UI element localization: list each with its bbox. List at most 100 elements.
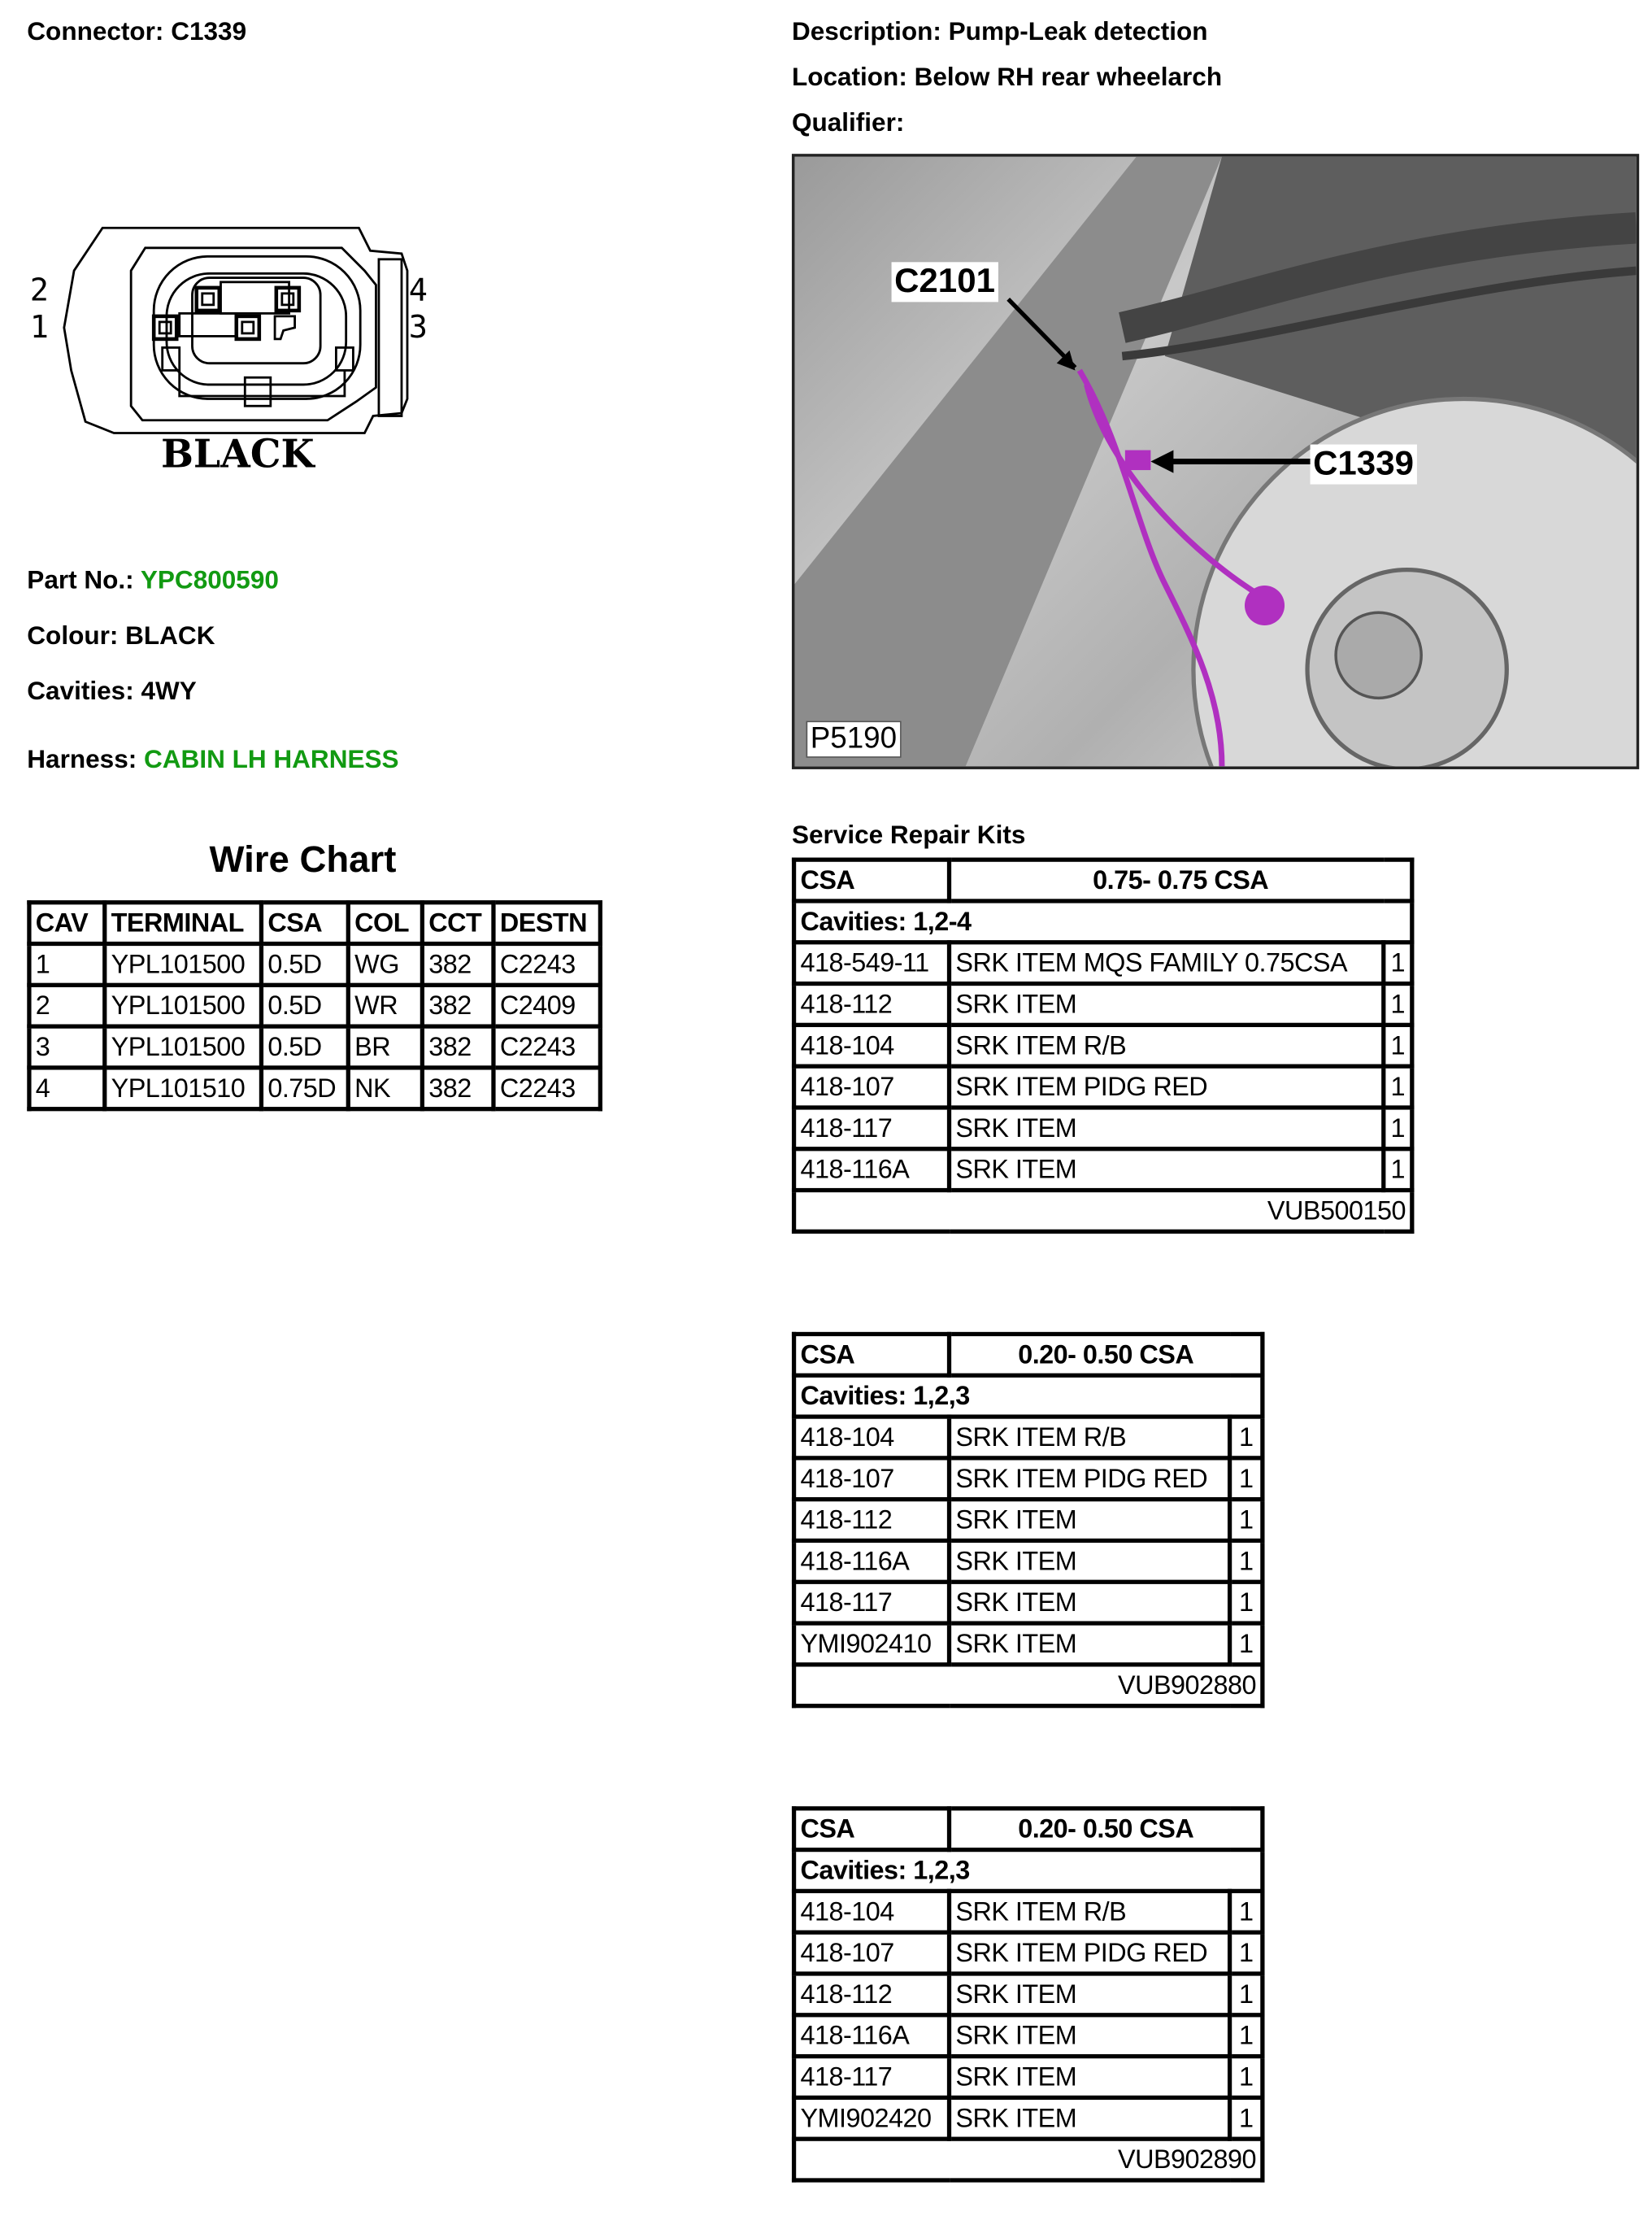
kit-item-row: YMI902410 SRK ITEM 1 (791, 1621, 1265, 1667)
kit-item-desc: SRK ITEM PIDG RED (946, 1930, 1232, 1976)
callout-c1339: C1339 (1310, 444, 1417, 485)
kit-item-row: 418-112 SRK ITEM 1 (791, 981, 1415, 1027)
kit-item-row: 418-116A SRK ITEM 1 (791, 1147, 1415, 1193)
kit-number: VUB902890 (791, 2136, 1265, 2183)
description: Description: Pump-Leak detection (791, 17, 1208, 46)
kit-item-desc: SRK ITEM (946, 1147, 1386, 1193)
kit-item-part: 418-107 (791, 1064, 952, 1110)
kit-item-qty: 1 (1227, 1456, 1265, 1502)
connector-title: Connector: C1339 (27, 17, 247, 46)
wire-cell: C2243 (491, 1065, 602, 1112)
kit-item-qty: 1 (1381, 1147, 1415, 1193)
kit-number: VUB902880 (791, 1662, 1265, 1709)
service-kit-table: CSA 0.20- 0.50 CSA Cavities: 1,2,3 418-104 S… (791, 1806, 1265, 2183)
kit-item-qty: 1 (1227, 1538, 1265, 1584)
kit-item-row: 418-112 SRK ITEM 1 (791, 1971, 1265, 2018)
kit-item-row: 418-104 SRK ITEM R/B 1 (791, 1022, 1415, 1069)
kit-item-desc: SRK ITEM (946, 1621, 1232, 1667)
callout-c2101: C2101 (891, 262, 998, 303)
kit-item-part: 418-104 (791, 1414, 952, 1461)
kit-item-desc: SRK ITEM MQS FAMILY 0.75CSA (946, 940, 1386, 986)
wire-cell: C2243 (491, 1024, 602, 1070)
kit-item-row: 418-107 SRK ITEM PIDG RED 1 (791, 1930, 1265, 1976)
kit-item-qty: 1 (1381, 940, 1415, 986)
kit-item-desc: SRK ITEM (946, 981, 1386, 1027)
pin-label: 1 (29, 310, 49, 346)
part-number: Part No.: YPC800590 (27, 565, 279, 595)
pin-label: 3 (408, 310, 428, 346)
kit-item-desc: SRK ITEM (946, 2095, 1232, 2141)
location-photo: C2101 C1339 P5190 (791, 154, 1640, 769)
kit-item-part: 418-104 (791, 1888, 952, 1935)
kit-csa-range: 0.20- 0.50 CSA (946, 1331, 1265, 1378)
kit-cavities-row: Cavities: 1,2-4 (791, 899, 1415, 945)
kit-item-desc: SRK ITEM PIDG RED (946, 1456, 1232, 1502)
kit-csa-range: 0.20- 0.50 CSA (946, 1806, 1265, 1853)
kit-number-row: VUB500150 (791, 1187, 1415, 1234)
kit-cavities: Cavities: 1,2,3 (791, 1373, 1265, 1419)
kit-cavities-row: Cavities: 1,2,3 (791, 1373, 1265, 1419)
kit-item-qty: 1 (1227, 1930, 1265, 1976)
kit-item-part: 418-549-11 (791, 940, 952, 986)
kit-item-part: 418-116A (791, 1147, 952, 1193)
photo-reference: P5190 (806, 721, 902, 758)
kit-item-part: 418-104 (791, 1022, 952, 1069)
kit-item-qty: 1 (1227, 1497, 1265, 1544)
column-header: CSA (259, 900, 350, 947)
wire-row: 1 YPL101500 0.5D WG 382 C2243 (27, 941, 602, 987)
cavities: Cavities: 4WY (27, 677, 197, 706)
kit-item-row: 418-112 SRK ITEM 1 (791, 1497, 1265, 1544)
service-kit-table: CSA 0.20- 0.50 CSA Cavities: 1,2,3 418-104 S… (791, 1331, 1265, 1709)
wire-row: 2 YPL101500 0.5D WR 382 C2409 (27, 982, 602, 1029)
kit-item-qty: 1 (1381, 981, 1415, 1027)
kit-item-desc: SRK ITEM (946, 1971, 1232, 2018)
kit-item-row: 418-104 SRK ITEM R/B 1 (791, 1888, 1265, 1935)
part-no-label: Part No.: (27, 565, 141, 594)
kit-item-part: YMI902420 (791, 2095, 952, 2141)
wire-cell: 0.75D (259, 1065, 350, 1112)
kit-item-row: 418-107 SRK ITEM PIDG RED 1 (791, 1456, 1265, 1502)
location: Location: Below RH rear wheelarch (791, 63, 1223, 92)
kit-item-qty: 1 (1227, 1414, 1265, 1461)
service-kits-title: Service Repair Kits (791, 820, 1026, 850)
wire-cell: YPL101500 (102, 982, 264, 1029)
kit-csa-label: CSA (791, 857, 952, 903)
kit-cavities: Cavities: 1,2-4 (791, 899, 1415, 945)
harness-link[interactable]: CABIN LH HARNESS (144, 745, 399, 774)
kit-item-desc: SRK ITEM (946, 2013, 1232, 2059)
wire-cell: 382 (420, 982, 496, 1029)
kit-item-desc: SRK ITEM R/B (946, 1888, 1232, 1935)
kit-cavities-row: Cavities: 1,2,3 (791, 1847, 1265, 1894)
kit-item-part: 418-117 (791, 2053, 952, 2101)
kit-item-qty: 1 (1381, 1022, 1415, 1069)
kit-item-row: 418-117 SRK ITEM 1 (791, 2053, 1265, 2101)
wire-chart-title: Wire Chart (209, 837, 397, 881)
photo-illustration (794, 156, 1637, 767)
wire-cell: 382 (420, 1065, 496, 1112)
wire-cell: C2243 (491, 941, 602, 987)
kit-item-qty: 1 (1227, 1579, 1265, 1626)
kit-item-qty: 1 (1381, 1105, 1415, 1152)
kit-csa-range: 0.75- 0.75 CSA (946, 857, 1415, 903)
housing-colour-label: BLACK (160, 433, 315, 477)
wire-cell: 3 (27, 1024, 107, 1070)
kit-number-row: VUB902890 (791, 2136, 1265, 2183)
wire-cell: YPL101500 (102, 941, 264, 987)
kit-item-desc: SRK ITEM (946, 1105, 1386, 1152)
part-no-link[interactable]: YPC800590 (140, 565, 279, 594)
kit-item-part: 418-112 (791, 1497, 952, 1544)
wire-cell: 0.5D (259, 941, 350, 987)
kit-item-part: 418-117 (791, 1105, 952, 1152)
service-kit-table: CSA 0.75- 0.75 CSA Cavities: 1,2-4 418-549-… (791, 857, 1415, 1234)
column-header: TERMINAL (102, 900, 264, 947)
wire-cell: 4 (27, 1065, 107, 1112)
kit-item-row: 418-116A SRK ITEM 1 (791, 1538, 1265, 1584)
kit-item-desc: SRK ITEM (946, 1497, 1232, 1544)
pin-label: 2 (29, 273, 49, 310)
kit-item-desc: SRK ITEM (946, 1538, 1232, 1584)
kit-item-row: 418-116A SRK ITEM 1 (791, 2013, 1265, 2059)
connector-face-diagram (63, 226, 409, 434)
wire-cell: 0.5D (259, 1024, 350, 1070)
column-header: CAV (27, 900, 107, 947)
wire-cell: WG (346, 941, 425, 987)
